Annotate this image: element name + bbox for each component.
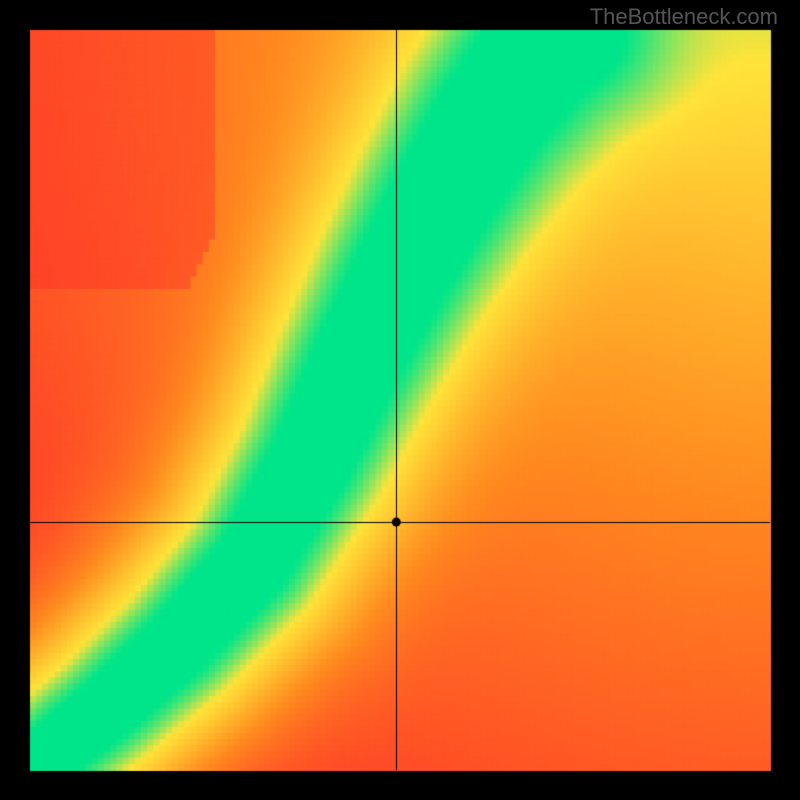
bottleneck-heatmap	[0, 0, 800, 800]
chart-container: TheBottleneck.com	[0, 0, 800, 800]
watermark-text: TheBottleneck.com	[590, 4, 778, 30]
